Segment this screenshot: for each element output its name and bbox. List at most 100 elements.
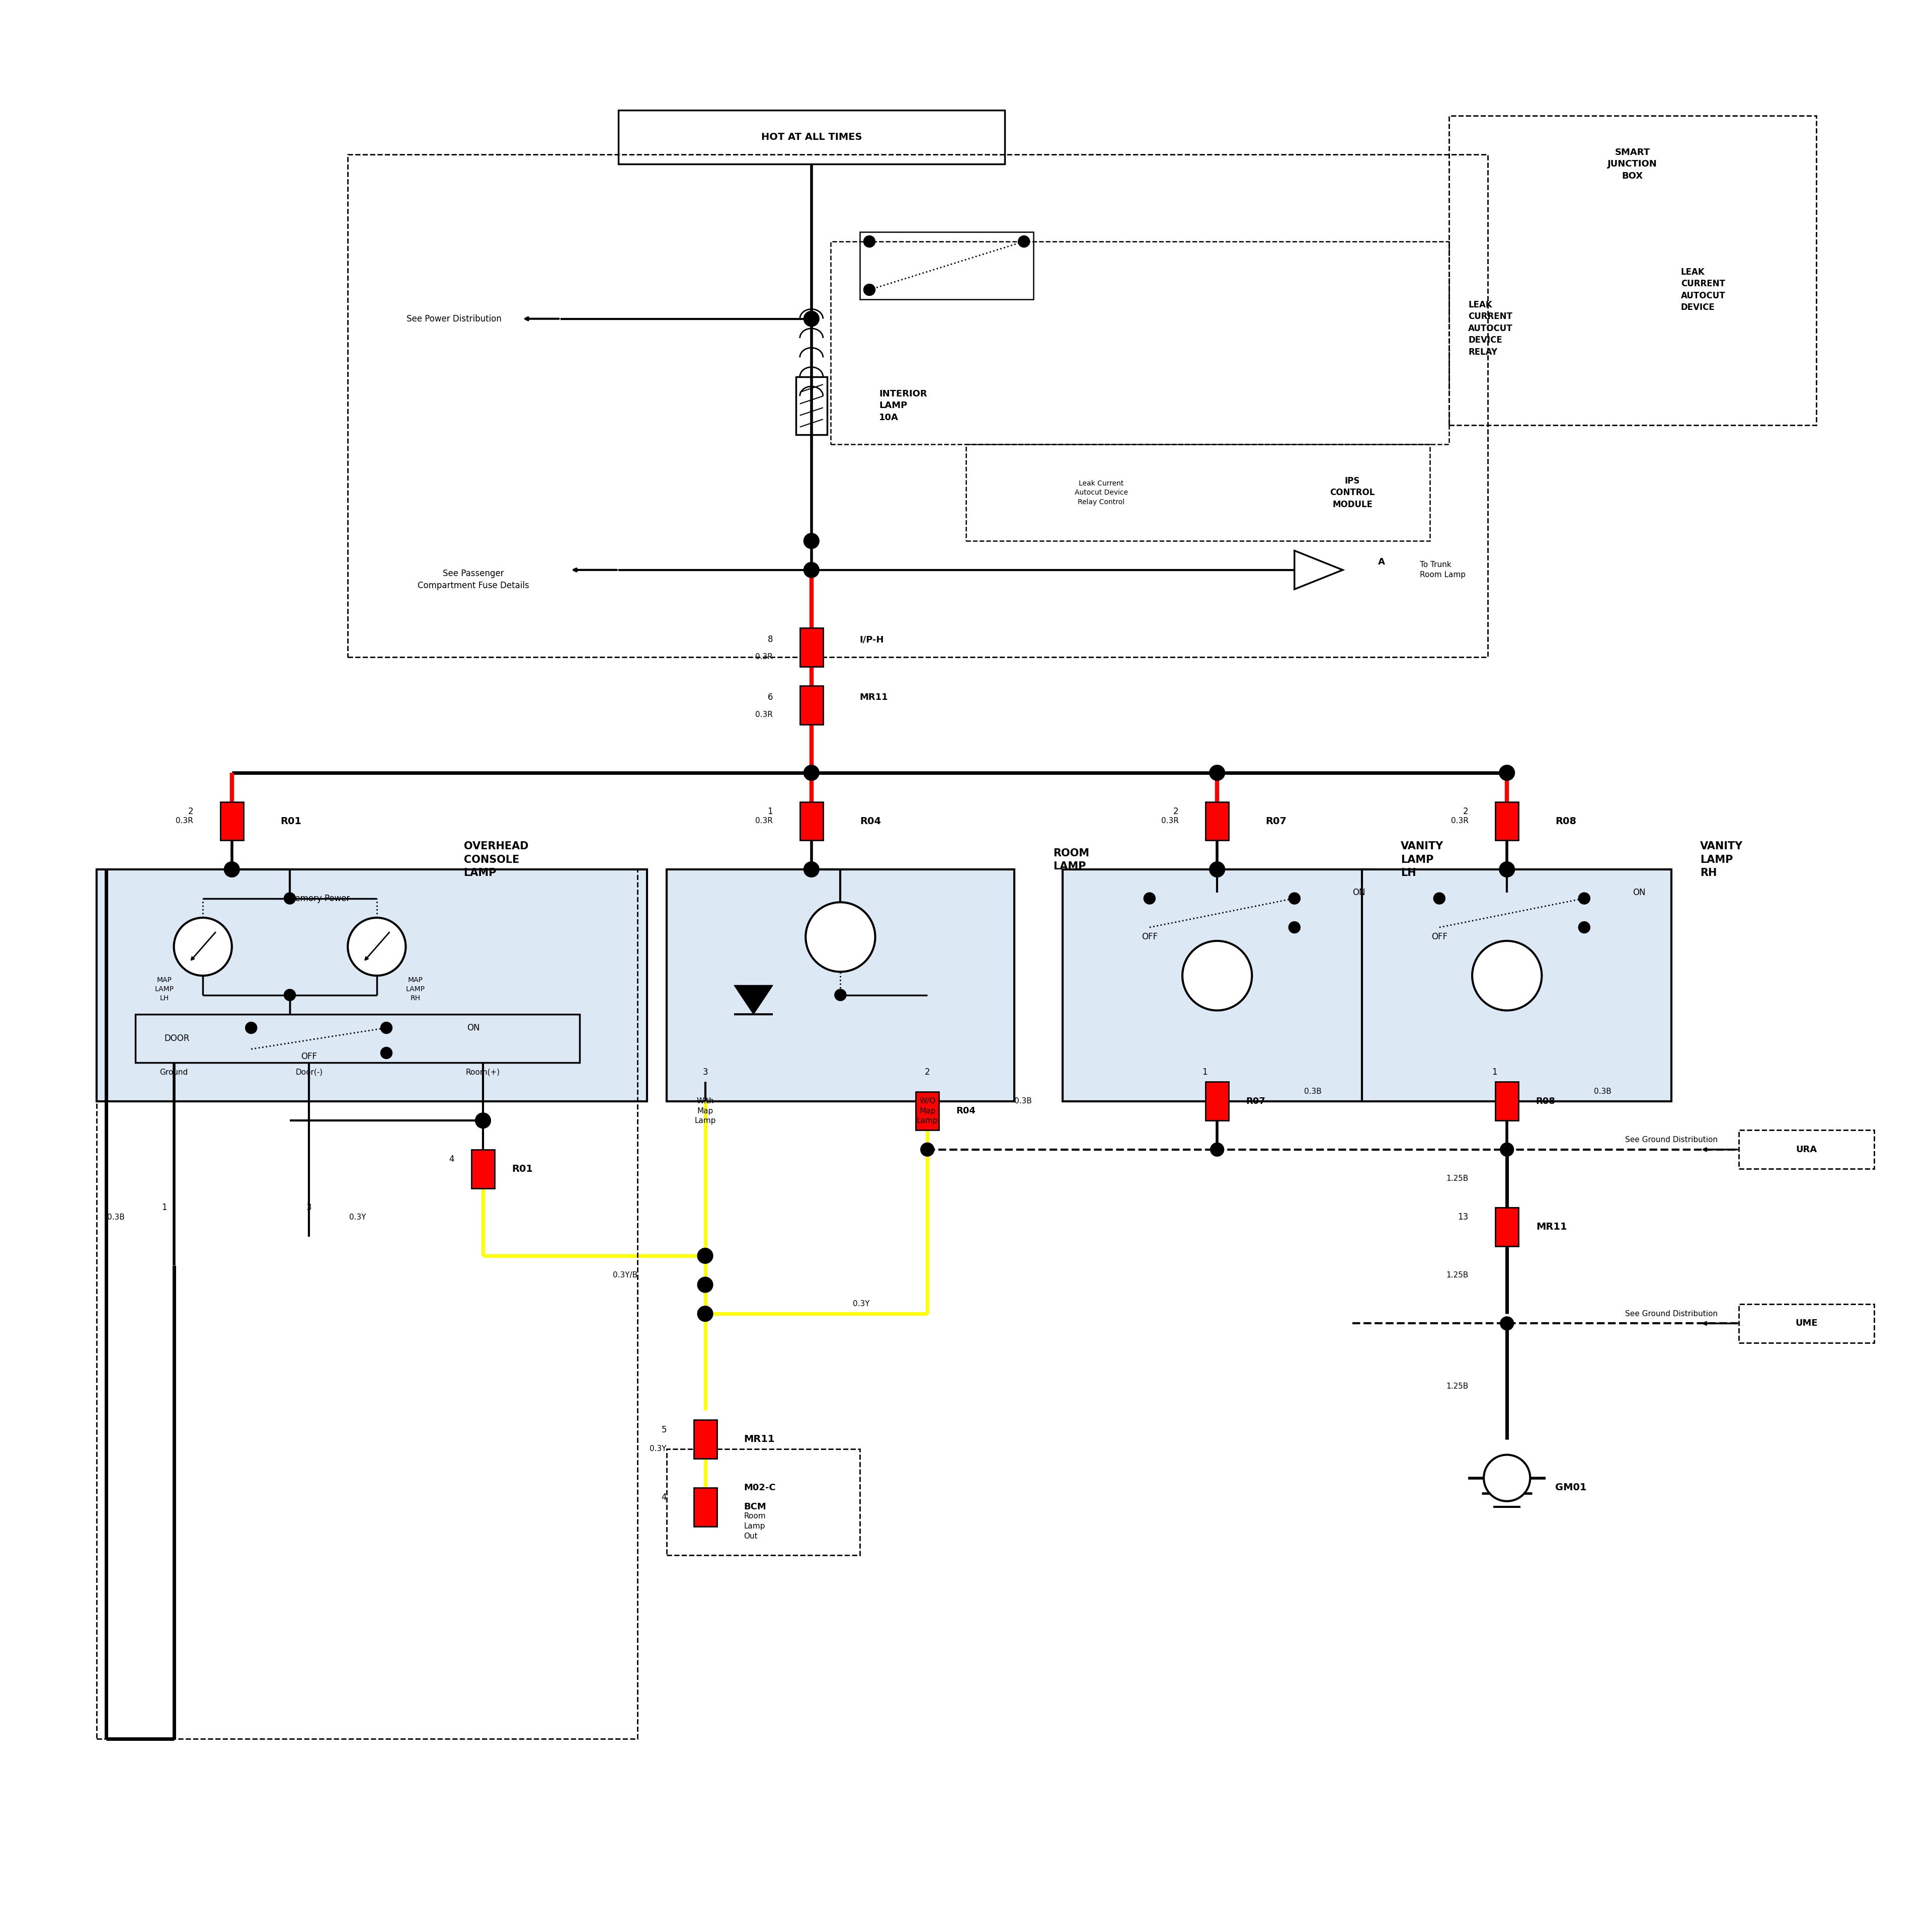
Circle shape	[1182, 941, 1252, 1010]
Circle shape	[284, 989, 296, 1001]
Bar	[618, 110, 1005, 164]
Text: Room(+): Room(+)	[466, 1068, 500, 1076]
Bar	[694, 1420, 717, 1459]
Text: OVERHEAD
CONSOLE
LAMP: OVERHEAD CONSOLE LAMP	[464, 842, 527, 877]
Text: OFF: OFF	[1142, 933, 1157, 941]
Text: VANITY
LAMP
LH: VANITY LAMP LH	[1401, 842, 1443, 877]
Text: 0.3R: 0.3R	[755, 711, 773, 719]
Circle shape	[245, 1022, 257, 1034]
Text: With
Map
Lamp: With Map Lamp	[694, 1097, 717, 1124]
Bar	[694, 1488, 717, 1526]
Text: R07: R07	[1246, 1097, 1265, 1105]
Text: I/P-H: I/P-H	[860, 636, 885, 643]
Bar	[1739, 1304, 1874, 1343]
Circle shape	[1018, 236, 1030, 247]
Bar	[831, 242, 1449, 444]
Text: 1.25B: 1.25B	[1445, 1271, 1468, 1279]
Circle shape	[1578, 922, 1590, 933]
Circle shape	[1499, 862, 1515, 877]
Circle shape	[804, 533, 819, 549]
Text: 2: 2	[1463, 808, 1468, 815]
Circle shape	[804, 562, 819, 578]
Text: 0.3B: 0.3B	[1594, 1088, 1611, 1095]
Text: 1.25B: 1.25B	[1445, 1175, 1468, 1182]
Text: 1: 1	[1492, 1068, 1497, 1076]
Circle shape	[835, 989, 846, 1001]
Text: MAP
LAMP
LH: MAP LAMP LH	[155, 976, 174, 1003]
Circle shape	[804, 311, 819, 327]
Circle shape	[1289, 922, 1300, 933]
Text: ON: ON	[1352, 889, 1366, 896]
Bar	[97, 869, 647, 1101]
Text: 0.3R: 0.3R	[1161, 817, 1179, 825]
Text: A: A	[1378, 558, 1385, 566]
Bar	[966, 444, 1430, 541]
Circle shape	[804, 765, 819, 781]
Text: 0.3R: 0.3R	[1451, 817, 1468, 825]
Bar	[1739, 1130, 1874, 1169]
Bar	[667, 1449, 860, 1555]
Circle shape	[475, 1113, 491, 1128]
Text: ROOM
LAMP: ROOM LAMP	[1053, 848, 1090, 871]
Text: HOT AT ALL TIMES: HOT AT ALL TIMES	[761, 133, 862, 141]
Text: R08: R08	[1536, 1097, 1555, 1105]
Text: 1: 1	[1202, 1068, 1208, 1076]
Text: R04: R04	[860, 817, 881, 825]
Text: 0.3B: 0.3B	[1304, 1088, 1321, 1095]
Text: 6: 6	[767, 694, 773, 701]
Text: 2: 2	[187, 808, 193, 815]
Text: OFF: OFF	[1432, 933, 1447, 941]
Text: Ground: Ground	[160, 1068, 187, 1076]
Circle shape	[1484, 1455, 1530, 1501]
Circle shape	[804, 862, 819, 877]
Text: Room
Lamp
Out: Room Lamp Out	[744, 1513, 765, 1540]
Text: MAP
LAMP
RH: MAP LAMP RH	[406, 976, 425, 1003]
Text: MR11: MR11	[1536, 1223, 1567, 1231]
Text: 13: 13	[1457, 1213, 1468, 1221]
Circle shape	[1578, 893, 1590, 904]
Bar	[220, 802, 243, 840]
Bar	[1495, 1208, 1519, 1246]
Polygon shape	[734, 985, 773, 1014]
Circle shape	[1472, 941, 1542, 1010]
Text: 1: 1	[767, 808, 773, 815]
Text: LEAK
CURRENT
AUTOCUT
DEVICE: LEAK CURRENT AUTOCUT DEVICE	[1681, 267, 1725, 313]
Text: 0.3Y: 0.3Y	[649, 1445, 667, 1453]
Bar	[135, 1014, 580, 1063]
Text: W/O
Map
Lamp: W/O Map Lamp	[916, 1097, 939, 1124]
Bar	[97, 869, 638, 1739]
Text: M02-C: M02-C	[744, 1484, 777, 1492]
Circle shape	[1499, 1318, 1515, 1331]
Text: 5: 5	[661, 1426, 667, 1434]
Circle shape	[1499, 765, 1515, 781]
Text: 0.3B: 0.3B	[1014, 1097, 1032, 1105]
Text: 4: 4	[448, 1155, 454, 1163]
Circle shape	[1289, 893, 1300, 904]
Text: Memory Power: Memory Power	[288, 895, 350, 902]
Polygon shape	[1294, 551, 1343, 589]
Bar	[860, 232, 1034, 299]
Text: DOOR: DOOR	[164, 1034, 189, 1043]
Text: 2: 2	[1173, 808, 1179, 815]
Circle shape	[864, 236, 875, 247]
Text: UME: UME	[1795, 1320, 1818, 1327]
Text: URA: URA	[1797, 1146, 1816, 1153]
Text: ON: ON	[1633, 889, 1646, 896]
Bar	[800, 802, 823, 840]
Text: Door(-): Door(-)	[296, 1068, 323, 1076]
Bar	[1449, 116, 1816, 425]
Text: See Passenger
Compartment Fuse Details: See Passenger Compartment Fuse Details	[417, 570, 529, 589]
Text: R01: R01	[512, 1165, 533, 1173]
Text: R01: R01	[280, 817, 301, 825]
Text: ON: ON	[468, 1024, 479, 1032]
Circle shape	[920, 1142, 935, 1155]
Text: 1: 1	[162, 1204, 166, 1211]
Text: R07: R07	[1265, 817, 1287, 825]
Text: Leak Current
Autocut Device
Relay Control: Leak Current Autocut Device Relay Contro…	[1074, 479, 1128, 506]
Text: LEAK
CURRENT
AUTOCUT
DEVICE
RELAY: LEAK CURRENT AUTOCUT DEVICE RELAY	[1468, 299, 1513, 357]
Circle shape	[1499, 1142, 1515, 1155]
Text: To Trunk
Room Lamp: To Trunk Room Lamp	[1420, 560, 1466, 580]
Text: 8: 8	[767, 636, 773, 643]
Text: VANITY
LAMP
RH: VANITY LAMP RH	[1700, 842, 1743, 877]
Text: R08: R08	[1555, 817, 1577, 825]
